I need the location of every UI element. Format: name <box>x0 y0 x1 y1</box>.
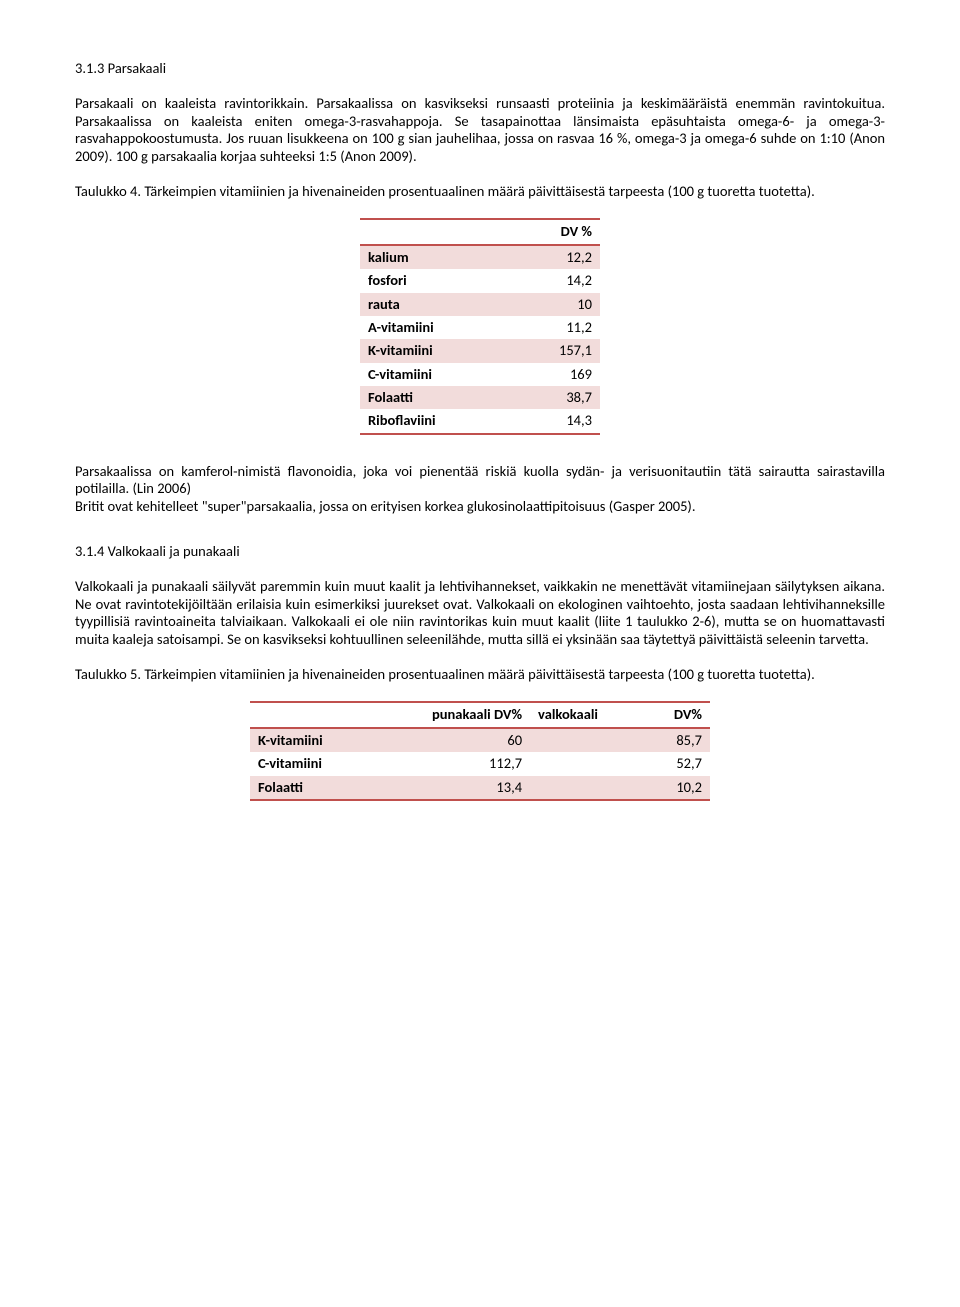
table4-r0c0: kalium <box>360 245 511 269</box>
table4-r0c1: 12,2 <box>511 245 600 269</box>
table5-r2c0: Folaatti <box>250 776 371 800</box>
table4-r1c0: fosfori <box>360 269 511 292</box>
para-super-parsakaali: Britit ovat kehitelleet "super"parsakaal… <box>75 498 885 515</box>
table5-r0c1: 60 <box>371 728 530 752</box>
table4-r6c0: Folaatti <box>360 386 511 409</box>
table4-r6c1: 38,7 <box>511 386 600 409</box>
para-valkokaali-intro: Valkokaali ja punakaali säilyvät paremmi… <box>75 578 885 648</box>
table4-caption: Taulukko 4. Tärkeimpien vitamiinien ja h… <box>75 183 885 200</box>
table5: punakaali DV% valkokaali DV% K-vitamiini… <box>250 701 710 801</box>
table4-r7c1: 14,3 <box>511 409 600 433</box>
section-heading-valkokaali: 3.1.4 Valkokaali ja punakaali <box>75 543 885 560</box>
table4-r1c1: 14,2 <box>511 269 600 292</box>
table5-h1: punakaali DV% <box>371 702 530 727</box>
table5-r0c2 <box>530 728 644 752</box>
section-heading-parsakaali: 3.1.3 Parsakaali <box>75 60 885 77</box>
table5-r1c2 <box>530 752 644 775</box>
table4-r4c1: 157,1 <box>511 339 600 362</box>
table4-r3c0: A-vitamiini <box>360 316 511 339</box>
table5-r1c0: C-vitamiini <box>250 752 371 775</box>
table4-r5c1: 169 <box>511 363 600 386</box>
table5-r2c3: 10,2 <box>644 776 710 800</box>
table4-r7c0: Riboflaviini <box>360 409 511 433</box>
table5-wrap: punakaali DV% valkokaali DV% K-vitamiini… <box>75 701 885 801</box>
table5-h3: DV% <box>644 702 710 727</box>
table4-r5c0: C-vitamiini <box>360 363 511 386</box>
table4-h1: DV % <box>511 219 600 244</box>
table5-r1c1: 112,7 <box>371 752 530 775</box>
table4-r2c0: rauta <box>360 293 511 316</box>
table4-r3c1: 11,2 <box>511 316 600 339</box>
table4-r2c1: 10 <box>511 293 600 316</box>
table5-h2: valkokaali <box>530 702 644 727</box>
table5-r2c1: 13,4 <box>371 776 530 800</box>
table5-h0 <box>250 702 371 727</box>
table4-r4c0: K-vitamiini <box>360 339 511 362</box>
table5-r0c0: K-vitamiini <box>250 728 371 752</box>
table4-h0 <box>360 219 511 244</box>
para-parsakaali-intro: Parsakaali on kaaleista ravintorikkain. … <box>75 95 885 165</box>
para-kamferol: Parsakaalissa on kamferol-nimistä flavon… <box>75 463 885 498</box>
table4: DV % kalium 12,2 fosfori 14,2 rauta 10 A… <box>360 218 600 435</box>
table4-wrap: DV % kalium 12,2 fosfori 14,2 rauta 10 A… <box>75 218 885 435</box>
table5-caption: Taulukko 5. Tärkeimpien vitamiinien ja h… <box>75 666 885 683</box>
table5-r0c3: 85,7 <box>644 728 710 752</box>
table5-r2c2 <box>530 776 644 800</box>
table5-r1c3: 52,7 <box>644 752 710 775</box>
